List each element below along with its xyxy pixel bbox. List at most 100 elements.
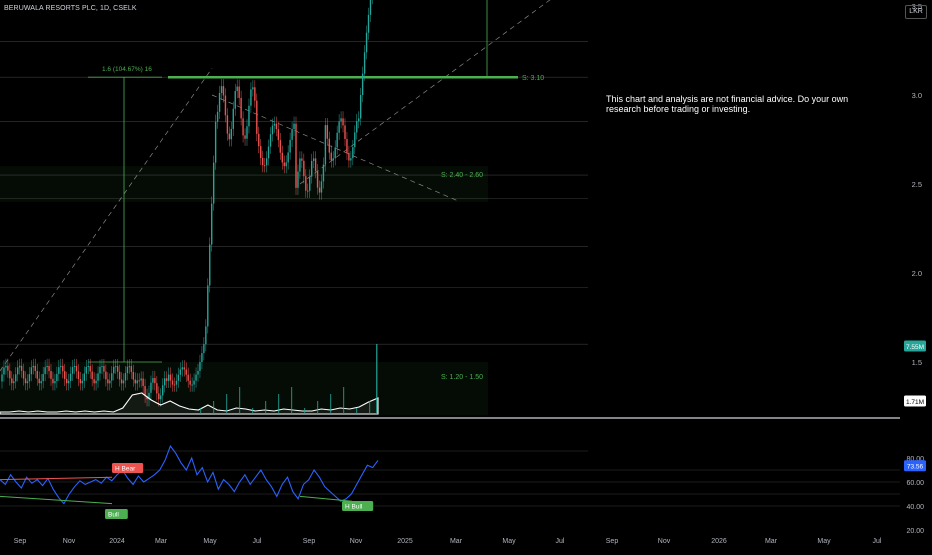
candle	[283, 162, 285, 167]
candle	[109, 380, 111, 384]
time-axis-tick: May	[817, 538, 831, 545]
candle	[275, 123, 278, 130]
time-axis-tick: 2026	[711, 538, 727, 545]
candle	[346, 139, 348, 153]
candle	[254, 87, 256, 101]
candle	[99, 366, 101, 374]
candle	[54, 381, 56, 384]
candle	[58, 367, 60, 374]
volume-bar	[213, 401, 215, 414]
candle	[77, 371, 80, 380]
candle	[24, 378, 27, 384]
candle	[126, 366, 129, 374]
candle	[140, 378, 142, 381]
candle	[277, 129, 280, 141]
candle	[20, 365, 23, 371]
candle	[134, 379, 136, 384]
disclaimer-note: This chart and analysis are not financia…	[606, 94, 849, 114]
candle	[356, 121, 358, 133]
candle	[138, 380, 140, 382]
candle	[336, 132, 338, 148]
candle	[130, 366, 133, 372]
candle	[181, 367, 184, 370]
measured-move-label: 1.6 (104.67%) 16	[102, 66, 152, 73]
divergence-label: H Bull	[345, 504, 363, 511]
osc-axis-tick: 40.00	[906, 504, 924, 511]
candle	[91, 371, 93, 380]
candle	[38, 378, 40, 384]
candle	[64, 371, 66, 379]
time-axis-tick: Sep	[303, 538, 316, 545]
candle	[361, 73, 364, 95]
candle	[295, 123, 297, 188]
candle	[75, 365, 78, 372]
candle	[322, 164, 325, 182]
candle	[246, 126, 248, 139]
candle	[183, 367, 185, 370]
support-label: S: 1.20 - 1.50	[441, 374, 483, 381]
candle	[348, 152, 350, 161]
candle	[207, 285, 209, 327]
candle	[124, 373, 127, 381]
candle	[32, 365, 35, 368]
candle	[363, 52, 366, 74]
candle	[224, 95, 227, 116]
candle	[150, 382, 152, 393]
divergence-line	[299, 495, 353, 502]
candle	[44, 367, 46, 375]
volume-bar	[226, 394, 228, 414]
volume-bar	[356, 408, 358, 414]
candle	[144, 385, 146, 396]
candle	[103, 366, 105, 372]
candle	[297, 171, 299, 188]
candle	[122, 380, 125, 384]
candle	[303, 160, 305, 177]
candle	[167, 374, 170, 381]
time-axis-tick: May	[203, 538, 217, 545]
candle	[352, 147, 354, 159]
currency-button[interactable]: LKR	[905, 5, 927, 19]
candle	[42, 374, 44, 382]
candle	[34, 365, 37, 371]
time-axis-tick: Mar	[155, 538, 168, 545]
candle	[289, 139, 291, 153]
price-axis-tick: 2.0	[912, 269, 922, 278]
volume-bar	[376, 344, 378, 414]
candle	[40, 381, 42, 384]
osc-axis-tick: 20.00	[906, 528, 924, 535]
candle	[111, 373, 113, 381]
candle	[179, 369, 182, 375]
candle	[316, 171, 319, 188]
candle	[105, 371, 107, 380]
candle	[171, 380, 174, 385]
candle	[358, 118, 360, 122]
candle	[185, 369, 187, 375]
candle	[230, 128, 233, 140]
candle	[209, 244, 211, 286]
candle	[85, 366, 87, 374]
candle	[36, 370, 38, 379]
support-zone-1-20	[0, 362, 488, 416]
candle	[369, 0, 372, 15]
candle	[256, 100, 258, 134]
candle	[324, 125, 327, 165]
volume-bar	[239, 387, 241, 414]
candle	[226, 115, 229, 134]
candle	[3, 367, 5, 375]
candle	[30, 367, 33, 375]
candle	[114, 366, 117, 368]
divergence-label-bg	[342, 501, 374, 511]
volume-bar	[291, 387, 293, 414]
candle	[312, 158, 315, 161]
candle	[163, 378, 166, 386]
candle	[242, 118, 244, 136]
time-axis-tick: Mar	[765, 538, 778, 545]
osc-axis-tick: 60.00	[906, 480, 924, 487]
candle	[113, 366, 115, 374]
candle	[328, 138, 331, 153]
candle	[199, 362, 201, 371]
candle	[261, 157, 264, 166]
candle	[240, 97, 242, 119]
